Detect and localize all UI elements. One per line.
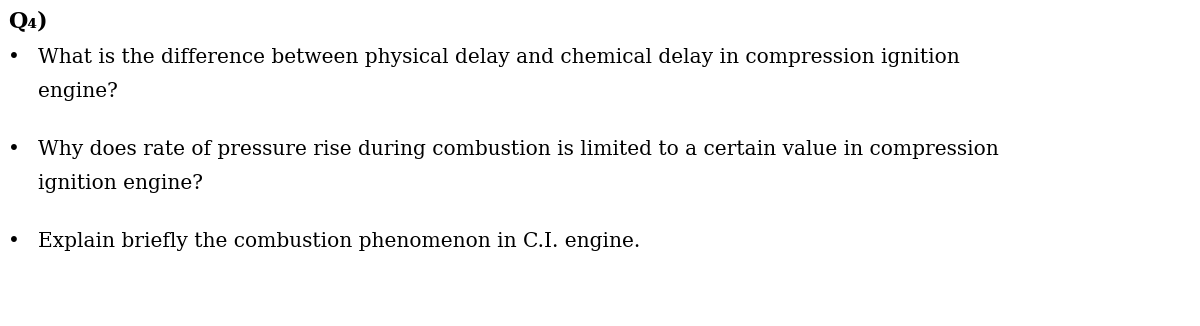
Text: •: • (8, 140, 20, 159)
Text: engine?: engine? (38, 82, 118, 101)
Text: What is the difference between physical delay and chemical delay in compression : What is the difference between physical … (38, 48, 960, 67)
Text: Q₄): Q₄) (8, 10, 48, 32)
Text: Explain briefly the combustion phenomenon in C.I. engine.: Explain briefly the combustion phenomeno… (38, 232, 641, 251)
Text: •: • (8, 232, 20, 251)
Text: Why does rate of pressure rise during combustion is limited to a certain value i: Why does rate of pressure rise during co… (38, 140, 998, 159)
Text: ignition engine?: ignition engine? (38, 174, 203, 193)
Text: •: • (8, 48, 20, 67)
